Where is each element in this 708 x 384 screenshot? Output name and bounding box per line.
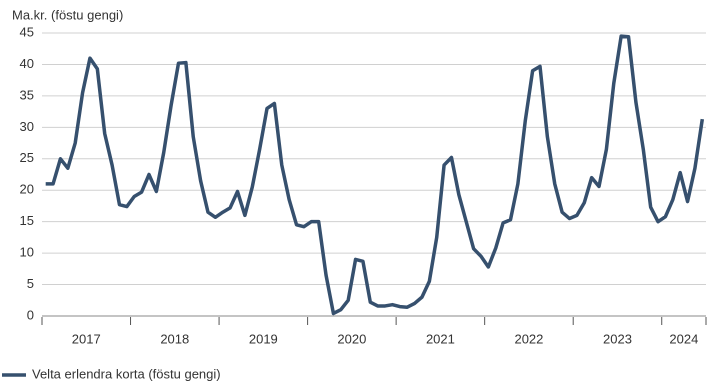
- y-tick-label: 20: [20, 182, 34, 197]
- y-tick-label: 10: [20, 245, 34, 260]
- x-tick-label: 2018: [160, 331, 189, 346]
- x-tick-label: 2023: [603, 331, 632, 346]
- y-tick-label: 45: [20, 24, 34, 39]
- x-tick-label: 2024: [669, 331, 698, 346]
- y-axis-label: Ma.kr. (föstu gengi): [12, 7, 123, 22]
- y-tick-label: 5: [27, 276, 34, 291]
- x-tick-label: 2022: [514, 331, 543, 346]
- x-tick-label: 2021: [426, 331, 455, 346]
- y-tick-label: 30: [20, 119, 34, 134]
- x-tick-label: 2017: [72, 331, 101, 346]
- y-tick-label: 35: [20, 87, 34, 102]
- y-tick-label: 0: [27, 307, 34, 322]
- x-tick-label: 2020: [337, 331, 366, 346]
- data-line: [45, 34, 705, 316]
- y-tick-label: 40: [20, 56, 34, 71]
- x-tick-label: 2019: [249, 331, 278, 346]
- legend-label: Velta erlendra korta (föstu gengi): [32, 366, 221, 381]
- y-tick-label: 25: [20, 150, 34, 165]
- y-tick-label: 15: [20, 213, 34, 228]
